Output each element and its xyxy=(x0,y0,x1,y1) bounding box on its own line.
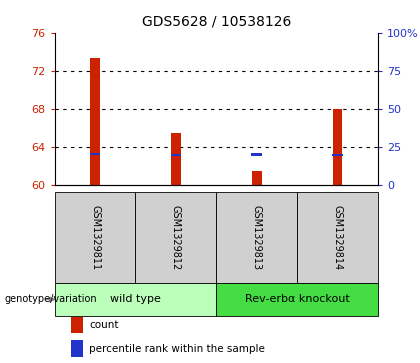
Bar xyxy=(216,192,297,283)
Bar xyxy=(90,153,100,155)
Text: wild type: wild type xyxy=(110,294,161,305)
Bar xyxy=(252,153,262,156)
Text: GSM1329811: GSM1329811 xyxy=(90,205,100,270)
Bar xyxy=(55,283,216,316)
Title: GDS5628 / 10538126: GDS5628 / 10538126 xyxy=(142,15,291,29)
Text: GSM1329812: GSM1329812 xyxy=(171,205,181,270)
Text: count: count xyxy=(89,321,119,330)
Text: GSM1329814: GSM1329814 xyxy=(333,205,343,270)
Text: percentile rank within the sample: percentile rank within the sample xyxy=(89,344,265,354)
Bar xyxy=(252,171,262,185)
Text: genotype/variation: genotype/variation xyxy=(4,294,97,305)
Bar xyxy=(171,154,181,156)
Bar xyxy=(216,283,378,316)
Bar xyxy=(55,192,135,283)
Bar xyxy=(71,317,83,333)
Text: Rev-erbα knockout: Rev-erbα knockout xyxy=(245,294,349,305)
Bar xyxy=(135,192,216,283)
Bar xyxy=(90,58,100,185)
Text: GSM1329813: GSM1329813 xyxy=(252,205,262,270)
Bar xyxy=(297,192,378,283)
Bar xyxy=(71,340,83,357)
Bar xyxy=(171,133,181,185)
Bar xyxy=(332,154,343,156)
Bar xyxy=(333,109,342,185)
